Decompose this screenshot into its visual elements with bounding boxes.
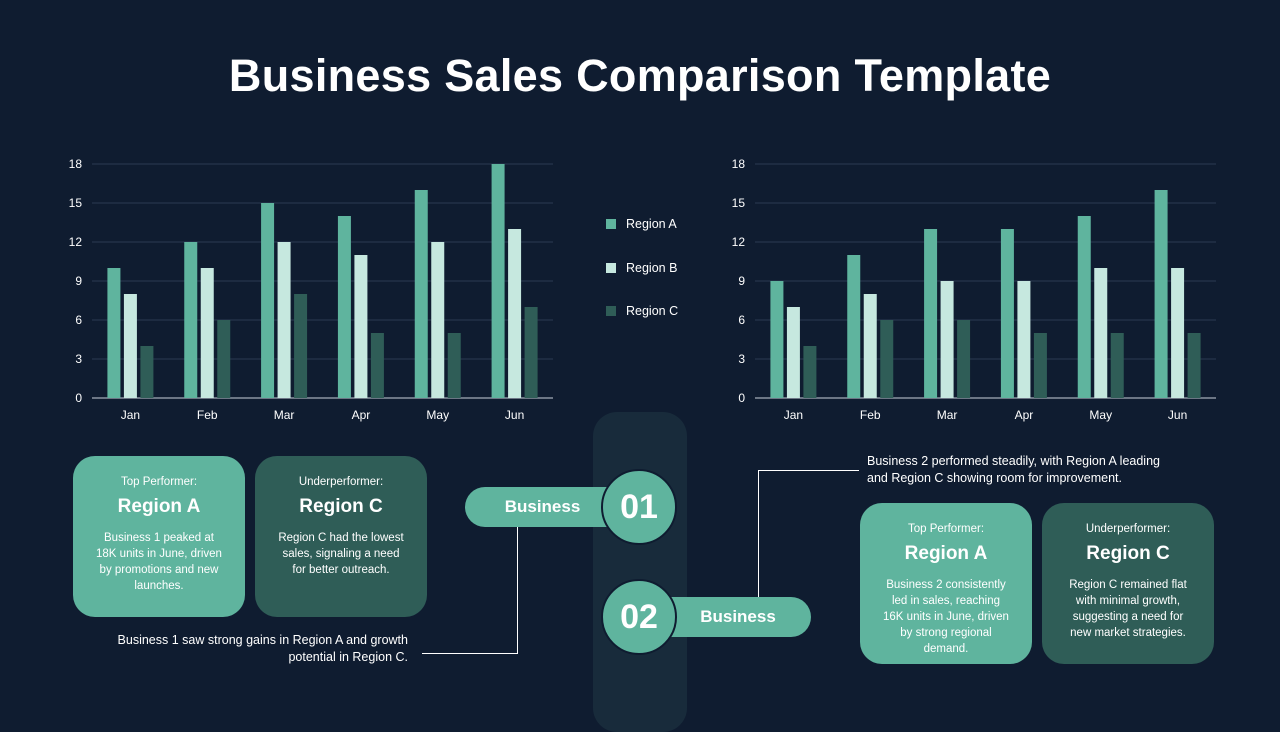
- card-description: Business 1 peaked at 18K units in June, …: [96, 532, 222, 592]
- card-kicker: Top Performer:: [120, 476, 198, 488]
- page-title: Business Sales Comparison Template: [228, 50, 1052, 101]
- bar-region-b-feb: [863, 294, 877, 398]
- bar-region-b-jun: [508, 229, 522, 398]
- y-tick-label: 0: [738, 391, 745, 405]
- legend-label: Region B: [626, 260, 678, 275]
- business-1-underperformer-card: Underperformer: Region C Region C had th…: [255, 456, 427, 617]
- chart-legend: Region A Region B Region C: [606, 216, 678, 347]
- bar-region-a-feb: [847, 255, 861, 398]
- y-tick-label: 0: [75, 391, 82, 405]
- card-description: Region C remained flat with minimal grow…: [1069, 579, 1187, 639]
- y-tick-label: 3: [75, 352, 82, 366]
- card-kicker: Underperformer:: [1085, 523, 1171, 535]
- bar-region-c-may: [1110, 333, 1124, 398]
- bar-region-c-mar: [957, 320, 971, 398]
- bar-region-c-feb: [217, 320, 231, 398]
- bar-region-b-apr: [1017, 281, 1031, 398]
- card-region: Region C: [299, 496, 383, 517]
- card-region: Region A: [904, 543, 988, 564]
- x-tick-label: Jan: [121, 408, 140, 422]
- y-tick-label: 12: [732, 235, 746, 249]
- business-2-underperformer-card: Underperformer: Region C Region C remain…: [1042, 503, 1214, 664]
- bar-region-c-apr: [370, 333, 384, 398]
- x-tick-label: Apr: [352, 408, 371, 422]
- x-tick-label: May: [1089, 408, 1112, 422]
- center-spine: [593, 412, 687, 732]
- x-tick-label: Feb: [860, 408, 881, 422]
- legend-label: Region C: [626, 304, 679, 318]
- bar-region-a-jun: [1154, 190, 1168, 398]
- bar-region-a-may: [414, 190, 428, 398]
- bar-region-b-jan: [786, 307, 800, 398]
- legend-item-region-a: Region A: [606, 216, 678, 232]
- bar-chart-business-2: 0 3 6 9 12 15 18 Jan Feb Mar Apr May Jun: [732, 157, 1216, 422]
- bar-region-a-jun: [491, 164, 505, 398]
- bar-region-b-may: [431, 242, 445, 398]
- business-1-summary: Business 1 saw strong gains in Region A …: [117, 633, 408, 664]
- card-description: Region C had the lowest sales, signaling…: [278, 532, 404, 576]
- x-tick-label: Jun: [505, 408, 524, 422]
- bar-region-a-mar: [261, 203, 275, 398]
- y-tick-label: 3: [738, 352, 745, 366]
- connector-line-business-2: [758, 470, 859, 598]
- bar-region-b-apr: [354, 255, 368, 398]
- y-tick-label: 18: [732, 157, 746, 171]
- legend-swatch-region-b: [606, 262, 616, 273]
- business-2-number-badge: 02: [601, 579, 677, 655]
- legend-label: Region A: [626, 217, 677, 231]
- bar-region-c-jun: [524, 307, 538, 398]
- bar-region-b-jan: [123, 294, 137, 398]
- x-tick-label: Jan: [784, 408, 803, 422]
- x-tick-label: Feb: [197, 408, 218, 422]
- card-region: Region C: [1086, 543, 1170, 564]
- y-tick-label: 6: [738, 313, 745, 327]
- x-tick-label: Apr: [1015, 408, 1034, 422]
- legend-item-region-b: Region B: [606, 260, 678, 276]
- legend-item-region-c: Region C: [606, 303, 678, 319]
- bar-region-a-jan: [770, 281, 784, 398]
- bar-region-a-mar: [924, 229, 938, 398]
- bar-region-a-apr: [1000, 229, 1014, 398]
- business-2-top-performer-card: Top Performer: Region A Business 2 consi…: [860, 503, 1032, 664]
- business-2-summary: Business 2 performed steadily, with Regi…: [867, 454, 1160, 485]
- card-kicker: Underperformer:: [298, 476, 384, 488]
- bar-region-c-apr: [1033, 333, 1047, 398]
- bar-region-c-jan: [140, 346, 154, 398]
- bar-region-a-apr: [337, 216, 351, 398]
- business-1-top-performer-card: Top Performer: Region A Business 1 peake…: [73, 456, 245, 617]
- bar-region-b-may: [1094, 268, 1108, 398]
- bar-region-c-jun: [1187, 333, 1201, 398]
- bar-region-c-mar: [294, 294, 308, 398]
- legend-swatch-region-c: [606, 306, 616, 316]
- x-tick-label: Jun: [1168, 408, 1187, 422]
- bar-region-c-feb: [880, 320, 894, 398]
- x-tick-label: Mar: [274, 408, 295, 422]
- connector-line-business-1: [422, 527, 518, 654]
- bar-region-b-mar: [277, 242, 291, 398]
- bar-region-a-jan: [107, 268, 121, 398]
- x-tick-label: Mar: [937, 408, 958, 422]
- card-region: Region A: [117, 496, 201, 517]
- bar-region-a-feb: [184, 242, 198, 398]
- y-tick-label: 18: [69, 157, 83, 171]
- y-tick-label: 6: [75, 313, 82, 327]
- y-tick-label: 9: [75, 274, 82, 288]
- bar-region-c-jan: [803, 346, 817, 398]
- bar-region-a-may: [1077, 216, 1091, 398]
- y-tick-label: 15: [69, 196, 83, 210]
- business-1-number-badge: 01: [601, 469, 677, 545]
- bar-region-b-feb: [200, 268, 214, 398]
- legend-swatch-region-a: [606, 219, 616, 229]
- card-kicker: Top Performer:: [907, 523, 985, 535]
- y-tick-label: 9: [738, 274, 745, 288]
- bar-region-b-mar: [940, 281, 954, 398]
- y-tick-label: 15: [732, 196, 746, 210]
- x-tick-label: May: [426, 408, 449, 422]
- bar-region-b-jun: [1171, 268, 1185, 398]
- bar-region-c-may: [447, 333, 461, 398]
- card-description: Business 2 consistently led in sales, re…: [883, 579, 1009, 655]
- bar-chart-business-1: 0 3 6 9 12 15 18 Jan Feb Mar Apr May Jun: [69, 157, 553, 422]
- y-tick-label: 12: [69, 235, 83, 249]
